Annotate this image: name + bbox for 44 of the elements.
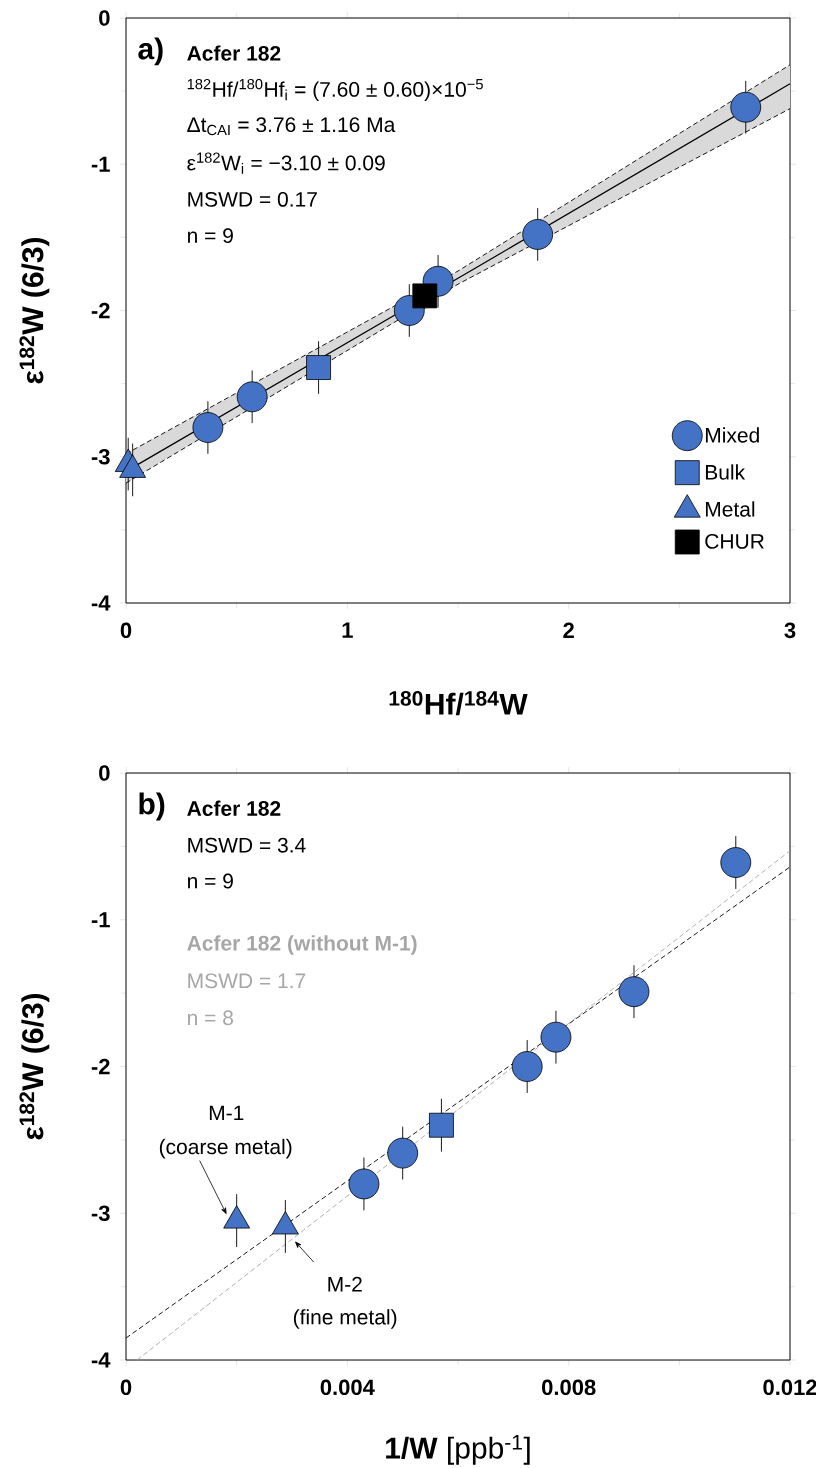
y-tick-label: -1 <box>91 156 110 172</box>
x-tick-label: 0.008 <box>542 1379 596 1396</box>
annotation: ε$^{182}$W$_{i}$ = −3.10 ± 0.09 <box>187 152 385 174</box>
x-tick-label: 3 <box>784 622 796 639</box>
y-axis-title: ε$^{182}$W (6/3) <box>19 993 50 1140</box>
x-tick-label: 0 <box>120 1379 132 1396</box>
annotation: $^{182}$Hf/$^{180}$Hf$_{i}$ = (7.60 ± 0.60)×10$^{−5}$ <box>187 78 483 102</box>
y-tick-label: -3 <box>91 1205 110 1222</box>
x-axis-title: $^{180}$Hf/$^{184}$W <box>389 690 528 716</box>
annotation: (fine metal) <box>293 1309 397 1329</box>
y-axis-title: ε$^{182}$W (6/3) <box>19 237 50 384</box>
x-tick-label: 0.004 <box>320 1379 375 1396</box>
annotation: n = 9 <box>188 873 233 889</box>
x-axis-title: 1/W [ppb$^{-1}$] <box>386 1434 530 1465</box>
annotation: Acfer 182 <box>187 45 281 61</box>
annotation: (coarse metal) <box>159 1138 292 1159</box>
annotation: Acfer 182 (without M-1) <box>187 935 417 955</box>
annotation: M-1 <box>209 1105 244 1121</box>
legend-label: Metal <box>705 501 755 517</box>
x-tick-label: 1 <box>342 622 353 638</box>
text: a) <box>138 37 163 66</box>
annotation: MSWD = 3.4 <box>188 837 306 853</box>
y-tick-label: -3 <box>91 448 110 465</box>
annotation: Acfer 182 <box>187 800 281 816</box>
legend-label: Bulk <box>705 464 746 480</box>
annotation: MSWD = 0.17 <box>188 191 317 207</box>
y-tick-label: -4 <box>91 595 111 611</box>
y-tick-label: -2 <box>91 1058 110 1075</box>
annotation: n = 9 <box>188 228 233 244</box>
annotation: M-2 <box>328 1276 362 1292</box>
y-tick-label: -2 <box>91 302 110 319</box>
x-tick-label: 0.012 <box>763 1379 816 1396</box>
annotation: n = 8 <box>188 1010 233 1026</box>
y-tick-label: -4 <box>91 1352 111 1368</box>
x-tick-label: 0 <box>120 622 132 639</box>
y-tick-label: -1 <box>91 912 110 928</box>
x-tick-label: 2 <box>563 622 574 638</box>
legend-label: Mixed <box>705 427 759 443</box>
legend-label: CHUR <box>705 533 764 549</box>
y-tick-label: 0 <box>99 765 110 781</box>
y-tick-label: 0 <box>99 10 110 26</box>
annotation: Δt$_{CAI}$ = 3.76 ± 1.16 Ma <box>187 117 396 136</box>
annotation: MSWD = 1.7 <box>188 973 306 989</box>
text: b) <box>139 792 165 821</box>
